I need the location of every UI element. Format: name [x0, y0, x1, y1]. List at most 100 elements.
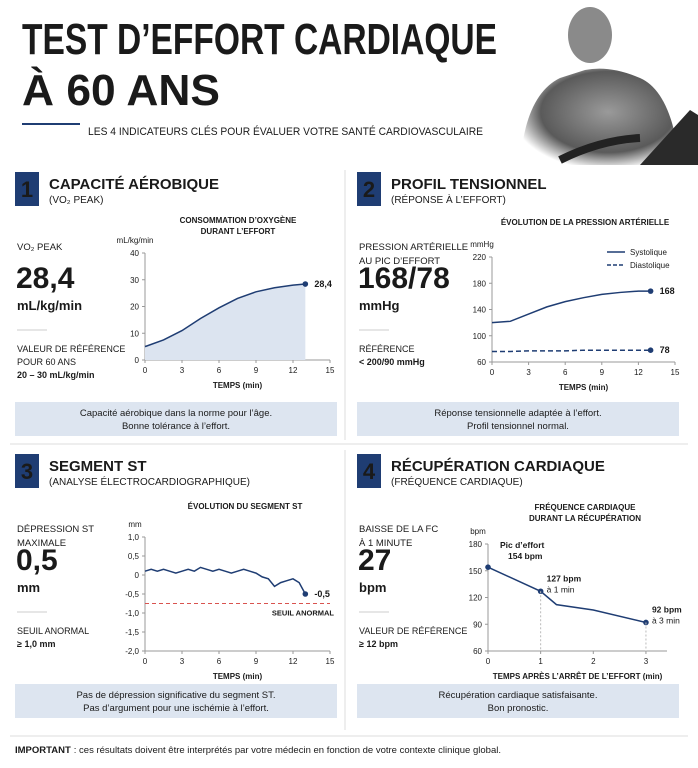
y-tick-label: 1,0: [128, 533, 140, 542]
x-tick-label: 6: [217, 366, 222, 375]
x-tick-label: 3: [644, 657, 649, 666]
value-label: 168: [660, 286, 675, 296]
x-tick-label: 15: [326, 366, 335, 375]
legend-label: Diastolique: [630, 261, 670, 270]
panel-subtitle: (ANALYSE ÉLECTROCARDIOGRAPHIQUE): [49, 475, 250, 488]
number-badge: [357, 454, 381, 488]
x-tick-label: 12: [289, 657, 298, 666]
number-badge: [15, 454, 39, 488]
subtitle: LES 4 INDICATEURS CLÉS POUR ÉVALUER VOTR…: [88, 125, 483, 138]
reference-value: 20 – 30 mL/kg/min: [17, 370, 95, 380]
y-axis-label: bpm: [470, 527, 486, 536]
y-tick-label: -1,5: [125, 628, 139, 637]
point-marker: [647, 288, 654, 294]
x-tick-label: 0: [143, 657, 148, 666]
metric-label: VO₂ PEAK: [17, 242, 63, 253]
area-fill: [145, 284, 306, 360]
panel-number: 2: [363, 177, 375, 202]
summary-box: [15, 402, 337, 436]
metric-value: 0,5: [16, 544, 58, 577]
line: [492, 349, 651, 353]
value-label: 154 bpm: [508, 551, 543, 561]
summary-line: Bonne tolérance à l’effort.: [122, 421, 230, 432]
chart-title: FRÉQUENCE CARDIAQUE: [535, 503, 637, 512]
reference-label: RÉFÉRENCE: [359, 344, 415, 354]
y-tick-label: 0: [135, 571, 140, 580]
reference-label: VALEUR DE RÉFÉRENCE: [17, 344, 125, 354]
y-tick-label: 180: [469, 540, 483, 549]
y-tick-label: 180: [473, 279, 487, 288]
chart-title: DURANT LA RÉCUPÉRATION: [529, 514, 641, 523]
y-tick-label: 150: [469, 567, 483, 576]
summary-line: Réponse tensionnelle adaptée à l’effort.: [434, 408, 601, 419]
y-tick-label: 220: [473, 253, 487, 262]
y-axis-label: mmHg: [470, 240, 494, 249]
photo: [520, 7, 698, 165]
y-tick-label: 60: [477, 358, 486, 367]
summary-line: Pas d’argument pour une ischémie à l’eff…: [83, 703, 269, 714]
point-note: à 3 min: [652, 615, 680, 625]
y-tick-label: 0,5: [128, 552, 140, 561]
y-axis-label: mL/kg/min: [117, 236, 154, 245]
x-axis-label: TEMPS APRÈS L’ARRÊT DE L’EFFORT (min): [493, 672, 663, 681]
point-marker: [302, 281, 309, 287]
point-note: à 1 min: [547, 584, 575, 594]
y-tick-label: 90: [473, 620, 482, 629]
chart-title: ÉVOLUTION DE LA PRESSION ARTÉRIELLE: [501, 218, 670, 227]
x-tick-label: 9: [600, 368, 605, 377]
x-tick-label: 15: [326, 657, 335, 666]
y-tick-label: 140: [473, 306, 487, 315]
y-tick-label: 100: [473, 332, 487, 341]
panel-title: CAPACITÉ AÉROBIQUE: [49, 176, 219, 193]
panel-subtitle: (RÉPONSE À L’EFFORT): [391, 193, 506, 206]
y-tick-label: -2,0: [125, 647, 139, 656]
metric-unit: bpm: [359, 580, 386, 595]
x-axis-label: TEMPS (min): [559, 383, 609, 392]
panel-title: SEGMENT ST: [49, 458, 147, 475]
reference-label: SEUIL ANORMAL: [17, 626, 89, 636]
value-label: -0,5: [314, 589, 330, 599]
y-tick-label: 0: [135, 356, 140, 365]
y-tick-label: 10: [130, 329, 139, 338]
x-tick-label: 12: [289, 366, 298, 375]
metric-label: BAISSE DE LA FC: [359, 524, 438, 535]
value-label: 127 bpm: [547, 573, 582, 583]
title-line: TEST D’EFFORT CARDIAQUE: [22, 15, 497, 64]
x-tick-label: 9: [254, 366, 259, 375]
point-marker: [485, 564, 491, 570]
y-tick-label: 20: [130, 303, 139, 312]
title-line: À 60 ANS: [22, 65, 220, 115]
chart-title: ÉVOLUTION DU SEGMENT ST: [188, 502, 303, 511]
metric-unit: mmHg: [359, 298, 400, 313]
point-marker: [302, 591, 309, 597]
line: [144, 283, 306, 348]
x-tick-label: 0: [143, 366, 148, 375]
panel-subtitle: (FRÉQUENCE CARDIAQUE): [391, 475, 523, 488]
line: [487, 566, 647, 624]
panel-title: PROFIL TENSIONNEL: [391, 176, 547, 193]
x-tick-label: 3: [180, 366, 185, 375]
point-marker: [647, 347, 654, 353]
metric-label: PRESSION ARTÉRIELLE: [359, 242, 468, 253]
value-label: 28,4: [314, 279, 332, 289]
footer-label: IMPORTANT: [15, 745, 71, 756]
metric-label: MAXIMALE: [17, 538, 66, 549]
value-label: 78: [660, 345, 670, 355]
y-tick-label: 60: [473, 647, 482, 656]
panel-number: 4: [363, 459, 376, 484]
value-label: 92 bpm: [652, 604, 682, 614]
x-tick-label: 12: [634, 368, 643, 377]
metric-unit: mL/kg/min: [17, 298, 82, 313]
panel-number: 1: [21, 177, 33, 202]
metric-value: 28,4: [16, 262, 75, 295]
x-tick-label: 0: [490, 368, 495, 377]
summary-box: [15, 684, 337, 718]
x-tick-label: 9: [254, 657, 259, 666]
y-tick-label: 30: [130, 276, 139, 285]
y-tick-label: 40: [130, 249, 139, 258]
x-tick-label: 1: [538, 657, 543, 666]
footer-text: : ces résultats doivent être interprétés…: [74, 745, 501, 756]
summary-line: Capacité aérobique dans la norme pour l’…: [80, 408, 272, 419]
x-tick-label: 0: [486, 657, 491, 666]
